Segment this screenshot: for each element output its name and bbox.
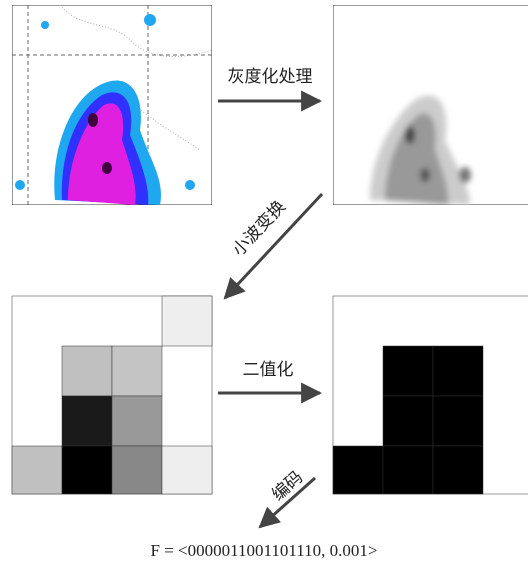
step-label: 编码 [268,467,306,504]
wavelet-grid [12,296,212,494]
step-label: 二值化 [243,360,294,379]
step-label: 灰度化处理 [228,67,313,86]
radar-image [12,5,212,205]
grayscale-image [333,5,528,205]
binary-grid [333,296,528,494]
step-label: 小波变换 [229,197,289,260]
result-code: F = <0000011001101110, 0.001> [151,541,378,560]
diagram: 灰度化处理 小波变换 二值化 编码 F = <0000011001101110,… [0,0,528,572]
arrows [218,101,322,527]
